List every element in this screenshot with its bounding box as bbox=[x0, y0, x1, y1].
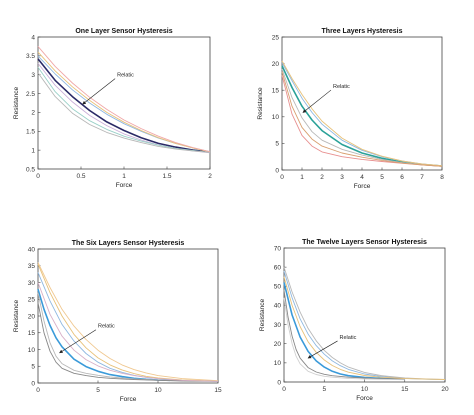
y-tick-label: 1 bbox=[31, 147, 35, 154]
annotation-label: Relatic bbox=[333, 84, 350, 90]
plot-area-frame bbox=[37, 248, 219, 384]
x-tick-label: 3 bbox=[340, 174, 344, 181]
y-tick-label: 70 bbox=[274, 245, 282, 252]
y-tick-label: 30 bbox=[274, 322, 282, 329]
x-tick-label: 0.5 bbox=[76, 173, 85, 180]
x-tick-label: 7 bbox=[420, 174, 424, 181]
y-tick-label: 35 bbox=[28, 263, 36, 270]
chart-3: The Six Layers Sensor Hysteresis 0 5 10 15 0 5… bbox=[13, 240, 222, 403]
plot-area-frame bbox=[283, 247, 446, 383]
annotation-arrow bbox=[82, 78, 116, 105]
y-axis-label: Resistance bbox=[257, 87, 264, 120]
x-tick-label: 8 bbox=[440, 174, 444, 181]
x-tick-label: 5 bbox=[96, 387, 100, 394]
y-tick-label: 2.5 bbox=[26, 91, 35, 98]
annotation-label: Relatic bbox=[340, 335, 357, 341]
y-tick-label: 0 bbox=[275, 167, 279, 174]
x-tick-label: 20 bbox=[441, 386, 449, 393]
chart-title: The Twelve Layers Sensor Hysteresis bbox=[302, 239, 427, 246]
x-tick-label: 15 bbox=[401, 386, 409, 393]
y-tick-label: 30 bbox=[28, 280, 36, 287]
x-tick-label: 1 bbox=[122, 173, 126, 180]
series-line-5 bbox=[37, 66, 211, 153]
x-tick-label: 2 bbox=[320, 174, 324, 181]
series-line-3 bbox=[37, 263, 219, 382]
y-tick-label: 20 bbox=[272, 61, 280, 68]
y-tick-label: 0.5 bbox=[26, 166, 35, 173]
series-line-7 bbox=[37, 282, 219, 382]
annotation-label: Relatic bbox=[98, 324, 115, 330]
chart-title: The Six Layers Sensor Hysteresis bbox=[72, 240, 185, 247]
series-line-3 bbox=[37, 51, 211, 153]
y-tick-label: 4 bbox=[31, 34, 35, 41]
x-tick-label: 10 bbox=[154, 387, 162, 394]
series-line-7 bbox=[37, 46, 211, 153]
x-tick-label: 2 bbox=[208, 173, 212, 180]
y-tick-label: 2 bbox=[31, 110, 35, 117]
y-tick-label: 25 bbox=[272, 34, 280, 41]
y-axis-label: Resistance bbox=[13, 87, 20, 120]
x-axis-label: Force bbox=[356, 395, 373, 402]
series-line-1 bbox=[37, 58, 211, 153]
x-tick-label: 0 bbox=[36, 387, 40, 394]
x-axis-label: Force bbox=[354, 183, 371, 190]
x-tick-label: 5 bbox=[380, 174, 384, 181]
chart-4: The Twelve Layers Sensor Hysteresis 0 5 10 1… bbox=[259, 239, 449, 402]
y-tick-label: 25 bbox=[28, 297, 36, 304]
y-tick-label: 0 bbox=[31, 380, 35, 387]
x-tick-label: 0 bbox=[282, 386, 286, 393]
y-tick-label: 5 bbox=[275, 141, 279, 148]
series-line-6 bbox=[37, 72, 211, 153]
y-tick-label: 15 bbox=[272, 88, 280, 95]
series-line-4 bbox=[283, 290, 405, 380]
y-tick-label: 5 bbox=[31, 364, 35, 371]
x-tick-label: 5 bbox=[322, 386, 326, 393]
annotation-arrow bbox=[302, 89, 332, 113]
y-tick-label: 10 bbox=[272, 114, 280, 121]
x-tick-label: 0 bbox=[36, 173, 40, 180]
x-tick-label: 4 bbox=[360, 174, 364, 181]
x-tick-label: 0 bbox=[280, 174, 284, 181]
y-tick-label: 20 bbox=[28, 313, 36, 320]
y-tick-label: 60 bbox=[274, 264, 282, 271]
y-axis-label: Resistance bbox=[13, 300, 20, 333]
chart-title: One Layer Sensor Hysteresis bbox=[75, 28, 172, 35]
x-axis-label: Force bbox=[116, 182, 133, 189]
y-tick-label: 0 bbox=[277, 379, 281, 386]
y-tick-label: 50 bbox=[274, 284, 282, 291]
annotation-arrow bbox=[307, 340, 338, 359]
chart-title: Three Layers Hysteresis bbox=[322, 28, 403, 35]
y-tick-label: 3 bbox=[31, 72, 35, 79]
series-line-6 bbox=[283, 297, 405, 381]
series-line-3 bbox=[283, 266, 446, 380]
y-tick-label: 40 bbox=[274, 303, 282, 310]
y-tick-label: 20 bbox=[274, 341, 282, 348]
chart-2: Three Layers Hysteresis 0 1 2 3 4 5 6 7 8 0 5 10 15 20… bbox=[257, 28, 444, 190]
series-line-5 bbox=[281, 60, 443, 167]
series-line-6 bbox=[281, 71, 443, 167]
series-line-1 bbox=[281, 65, 443, 167]
annotation-label: Relatic bbox=[117, 73, 134, 79]
series-line-5 bbox=[283, 276, 446, 380]
series-line-6 bbox=[37, 262, 219, 382]
y-tick-label: 15 bbox=[28, 330, 36, 337]
x-tick-label: 1.5 bbox=[162, 173, 171, 180]
x-tick-label: 1 bbox=[300, 174, 304, 181]
y-tick-label: 3.5 bbox=[26, 53, 35, 60]
x-tick-label: 6 bbox=[400, 174, 404, 181]
annotation-arrow bbox=[59, 329, 97, 354]
series-line-5 bbox=[37, 302, 219, 382]
y-tick-label: 10 bbox=[274, 360, 282, 367]
y-tick-label: 1.5 bbox=[26, 129, 35, 136]
y-tick-label: 40 bbox=[28, 246, 36, 253]
x-axis-label: Force bbox=[120, 396, 137, 403]
x-tick-label: 15 bbox=[214, 387, 222, 394]
y-tick-label: 10 bbox=[28, 347, 36, 354]
y-axis-label: Resistance bbox=[259, 299, 266, 332]
x-tick-label: 10 bbox=[361, 386, 369, 393]
